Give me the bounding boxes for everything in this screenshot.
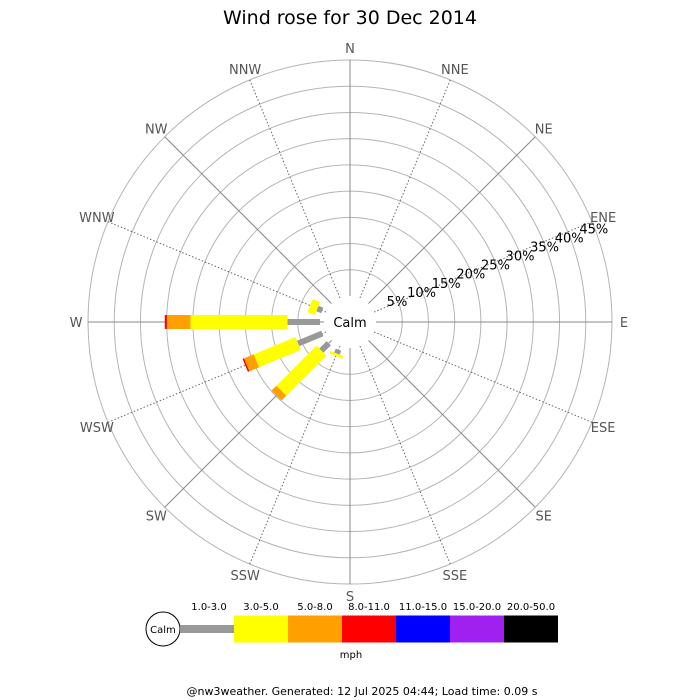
direction-label-ene: ENE [590,211,616,226]
grid-spoke [368,340,536,508]
calm-circle [324,296,376,348]
legend-bin-label-0: 1.0-3.0 [191,602,226,613]
direction-label-ese: ESE [591,421,616,436]
bar-segment-wsw-3 [242,358,250,372]
radial-tick-label: 5% [387,295,408,310]
bar-segment-ssw-1 [329,350,344,359]
direction-label-nw: NW [145,122,168,137]
bar-segment-sw-1 [276,345,327,396]
legend-unit-label: mph [340,650,362,661]
legend-swatch-0 [180,625,234,633]
legend-bin-label-4: 11.0-15.0 [399,602,447,613]
direction-label-se: SE [536,510,552,525]
legend-bin-label-6: 20.0-50.0 [507,602,555,613]
direction-label-s: S [346,590,354,605]
direction-label-n: N [345,42,355,57]
direction-label-ssw: SSW [230,569,260,584]
grid-spoke [359,345,451,565]
legend-bin-label-1: 3.0-5.0 [243,602,278,613]
legend-swatch-1 [234,615,288,643]
calm-label: Calm [333,316,366,331]
direction-label-sse: SSE [442,569,467,584]
grid-spoke [368,136,536,304]
legend-swatch-2 [288,615,342,643]
grid-spoke [359,79,451,299]
legend-swatch-4 [396,615,450,643]
direction-label-nne: NNE [441,63,469,78]
legend-bin-label-2: 5.0-8.0 [297,602,332,613]
bar-segment-wnw-0 [316,305,324,314]
direction-label-w: W [70,316,83,331]
grid-spoke [107,221,327,313]
radial-tick-label: 10% [407,286,436,301]
bar-segment-wnw-1 [307,299,321,315]
grid-spoke [373,331,593,423]
direction-label-nnw: NNW [229,63,261,78]
grid-spoke [249,345,341,565]
radial-tick-label: 15% [432,277,461,292]
direction-label-sw: SW [146,510,167,525]
bar-segment-sw-0 [319,341,331,353]
legend-calm-label: Calm [150,625,176,636]
radial-tick-label: 30% [506,250,535,265]
bar-segment-wsw-2 [244,354,260,372]
radial-tick-label: 35% [530,240,559,255]
legend-bin-label-5: 15.0-20.0 [453,602,501,613]
footer-text: @nw3weather. Generated: 12 Jul 2025 04:4… [187,685,538,698]
direction-label-ne: NE [535,122,553,137]
grid-spoke [164,136,332,304]
direction-label-wsw: WSW [80,421,114,436]
radial-tick-label: 20% [456,268,485,283]
legend-swatch-6 [504,615,558,643]
radial-tick-label: 45% [579,222,608,237]
bar-segment-wsw-1 [253,337,301,368]
direction-label-wnw: WNW [79,211,115,226]
legend-bin-label-3: 8.0-11.0 [348,602,390,613]
legend-swatch-5 [450,615,504,643]
direction-label-e: E [620,316,628,331]
bar-segment-wsw-0 [296,330,324,347]
chart-title: Wind rose for 30 Dec 2014 [223,7,477,29]
legend-swatch-3 [342,615,396,643]
radial-tick-label: 25% [481,259,510,274]
bar-segment-sw-2 [271,385,287,401]
radial-tick-label: 40% [555,231,584,246]
grid-spoke [249,79,341,299]
grid-spoke [373,221,593,313]
bar-segment-ssw-0 [334,348,342,355]
